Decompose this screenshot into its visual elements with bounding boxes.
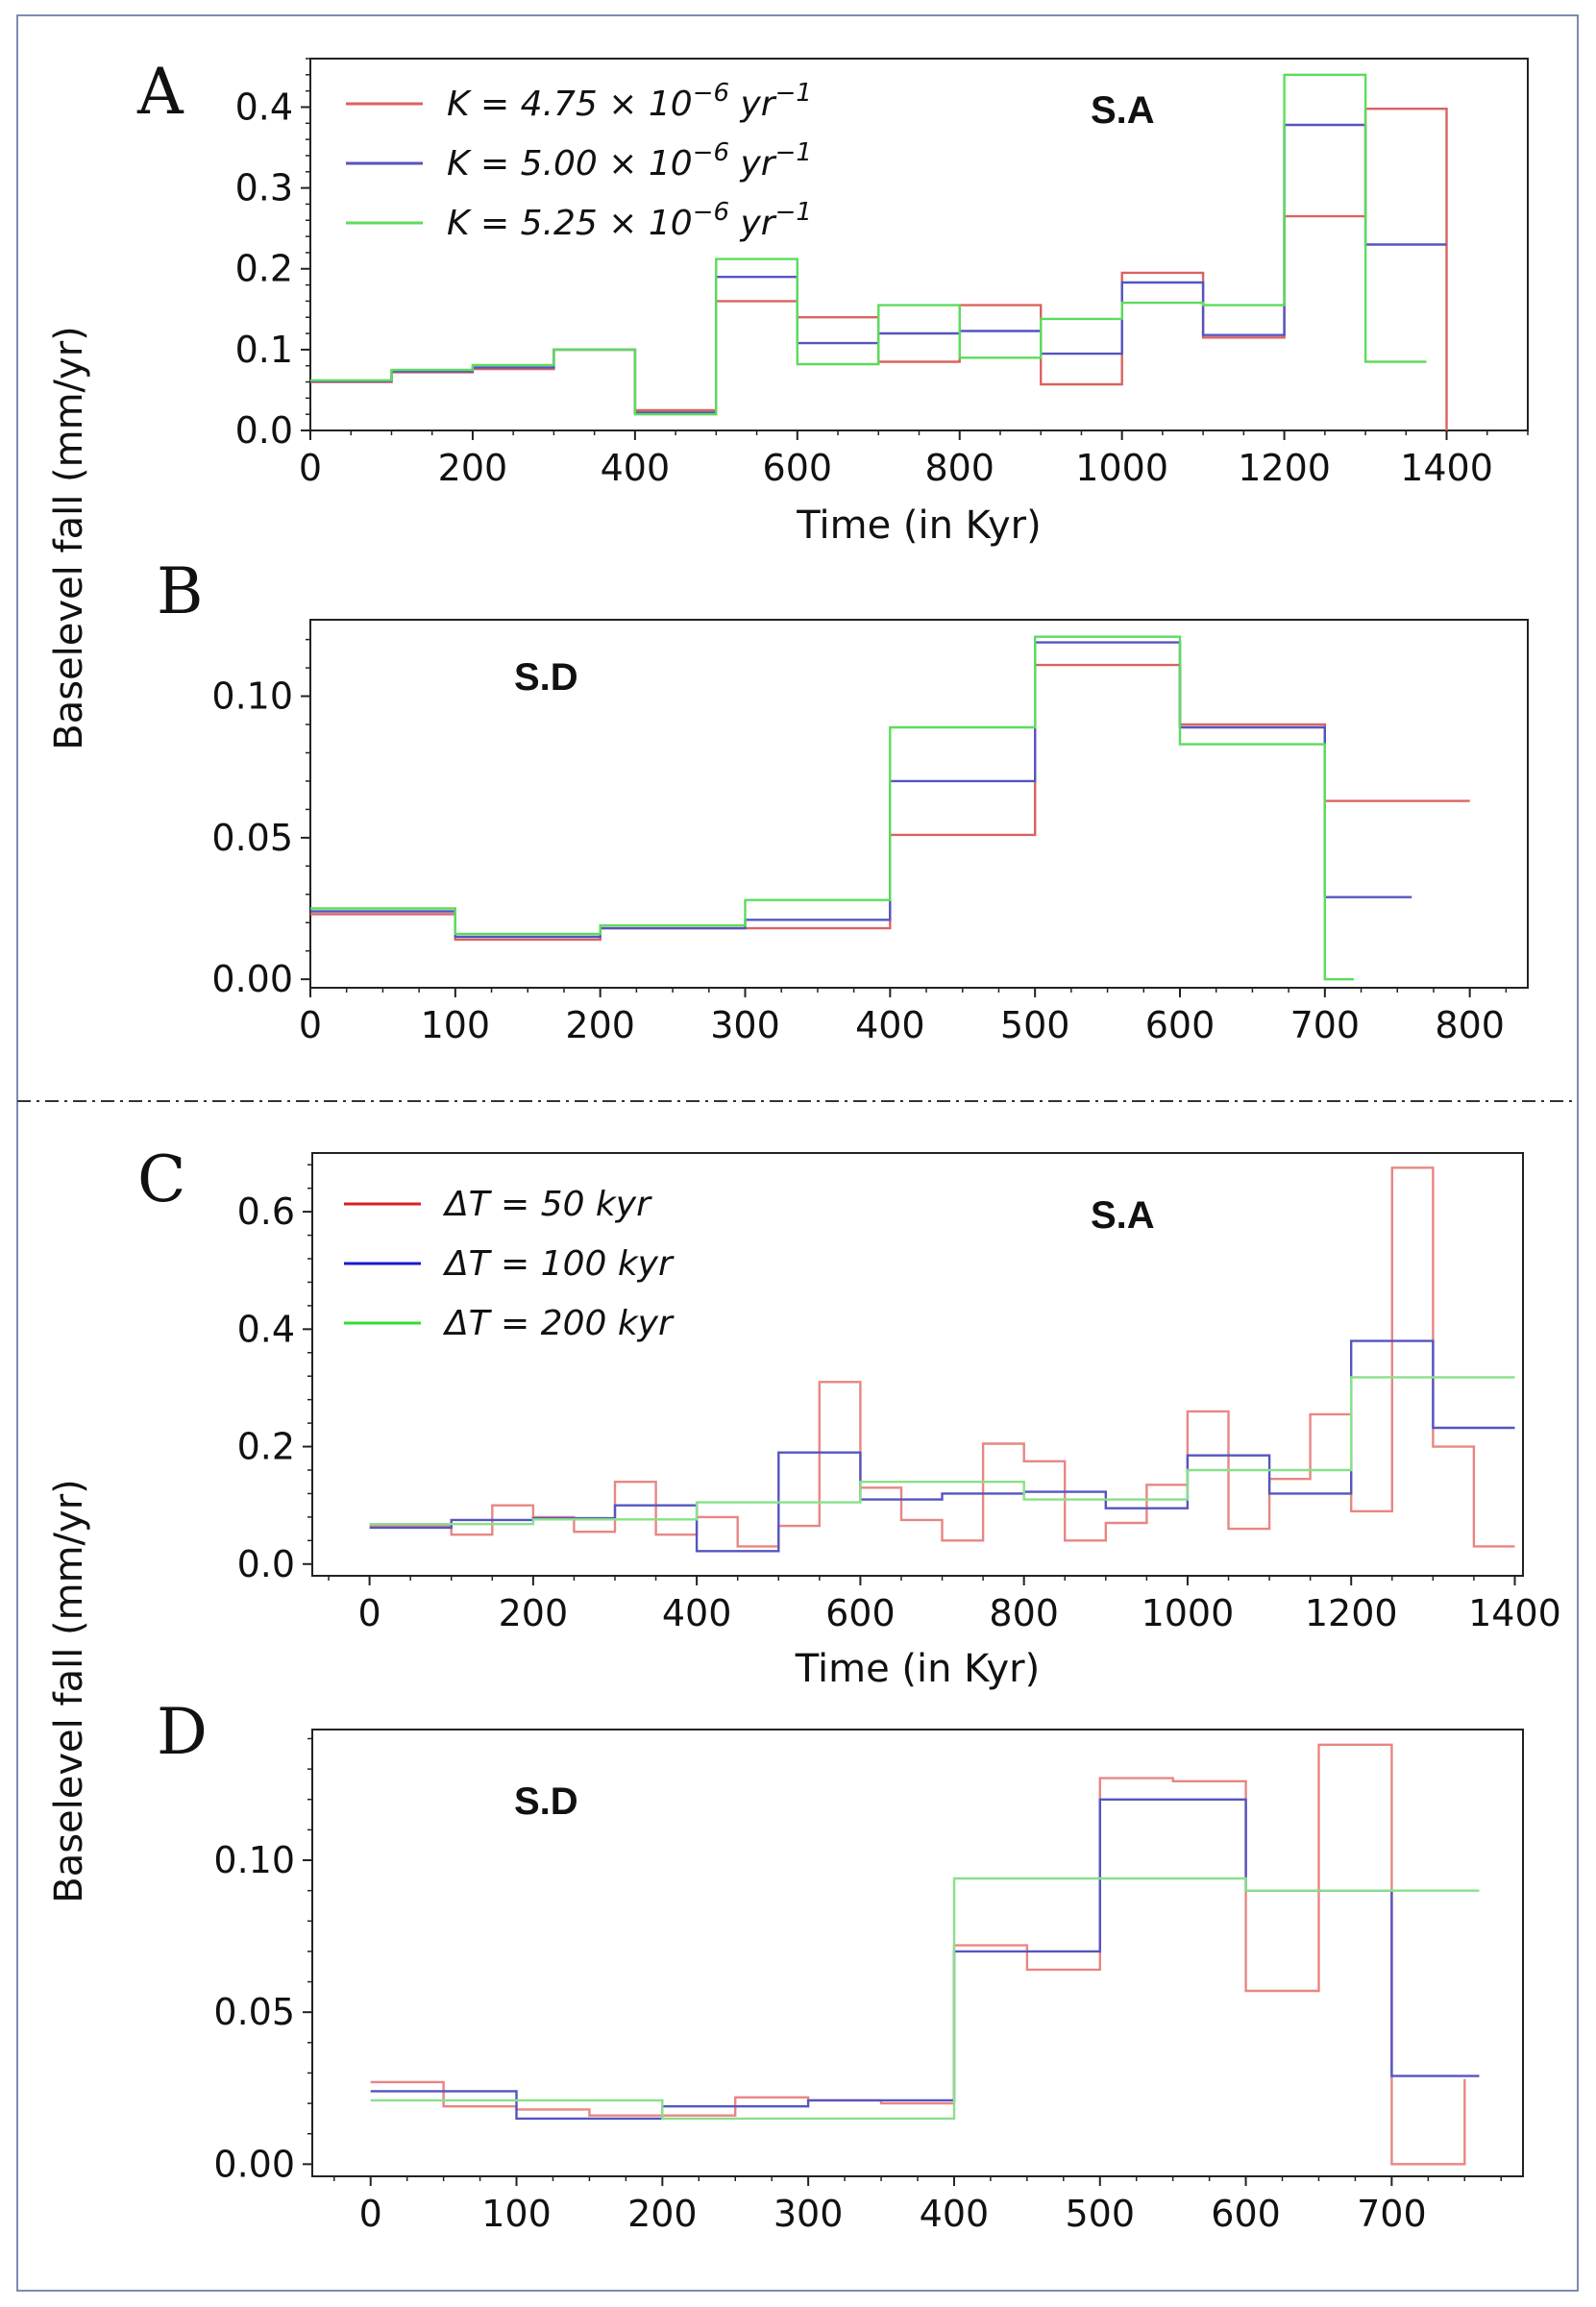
plot-area — [311, 1152, 1524, 1577]
figure-frame — [16, 14, 1579, 2292]
y-tick-label: 0.0 — [237, 1543, 295, 1585]
x-tick-label: 400 — [601, 447, 671, 489]
plot-area — [309, 619, 1529, 989]
y-tick-label: 0.05 — [213, 1991, 295, 2033]
y-tick-label: 0.00 — [213, 2143, 295, 2185]
legend-label-1: ΔT = 50 kyr — [442, 1185, 652, 1224]
panel-a: 0.0 0.1 0.2 0.3 0.4 0 200 400 600 800 1000 1200 1400… — [136, 55, 1529, 548]
x-tick-label: 200 — [438, 447, 508, 489]
x-tick-label: 1400 — [1400, 447, 1493, 489]
x-tick-label: 0 — [299, 447, 322, 489]
x-tick-label: 500 — [1065, 2193, 1135, 2235]
y-tick-label: 0.10 — [213, 1839, 295, 1881]
x-tick-label: 0 — [358, 1592, 381, 1634]
site-label: S.A — [1091, 1194, 1155, 1237]
panel-letter: B — [157, 554, 204, 628]
x-tick-label: 800 — [989, 1592, 1059, 1634]
x-axis-title: Time (in Kyr) — [796, 503, 1041, 548]
x-tick-label: 600 — [825, 1592, 896, 1634]
y-tick-label: 0.6 — [237, 1190, 295, 1233]
panel-letter: C — [137, 1142, 186, 1216]
x-tick-label: 1200 — [1238, 447, 1331, 489]
x-tick-label: 700 — [1290, 1004, 1361, 1046]
x-tick-label: 700 — [1357, 2193, 1427, 2235]
y-tick-label: 0.00 — [211, 958, 293, 1000]
panel-letter: A — [136, 55, 184, 129]
x-tick-label: 1000 — [1075, 447, 1168, 489]
ylabel-top: Baselevel fall (mm/yr) — [47, 326, 91, 750]
x-tick-label: 300 — [710, 1004, 780, 1046]
y-tick-label: 0.4 — [237, 1308, 295, 1350]
legend-label-1: K = 4.75 × 10−6 yr−1 — [447, 79, 812, 124]
y-tick-label: 0.3 — [235, 167, 293, 209]
series-line-3 — [369, 1376, 1515, 1526]
site-label: S.D — [514, 656, 578, 699]
panel-c: 0.0 0.2 0.4 0.6 0 200 400 600 800 1000 1200 1400 Tim… — [137, 1142, 1561, 1691]
x-tick-label: 200 — [627, 2193, 698, 2235]
site-label: S.D — [514, 1780, 578, 1823]
x-tick-label: 500 — [1000, 1004, 1070, 1046]
x-tick-label: 100 — [421, 1004, 491, 1046]
y-tick-label: 0.2 — [237, 1426, 295, 1468]
series-line-3 — [310, 73, 1427, 416]
series-line-2 — [369, 1339, 1515, 1553]
panel-letter: D — [157, 1695, 208, 1769]
series-line-1 — [369, 1166, 1515, 1548]
panel-d: 0.00 0.05 0.10 0 100 200 300 400 500 600 700 D S.D — [157, 1695, 1524, 2235]
x-tick-label: 300 — [773, 2193, 844, 2235]
legend-label-2: K = 5.00 × 10−6 yr−1 — [447, 138, 812, 184]
x-tick-label: 200 — [565, 1004, 635, 1046]
y-tick-label: 0.0 — [235, 409, 293, 452]
x-tick-label: 1400 — [1468, 1592, 1561, 1634]
series-line-3 — [370, 1877, 1480, 2121]
x-tick-label: 100 — [481, 2193, 552, 2235]
x-tick-label: 600 — [1211, 2193, 1281, 2235]
ylabel-bottom: Baselevel fall (mm/yr) — [47, 1479, 91, 1903]
x-tick-label: 800 — [924, 447, 994, 489]
series-line-3 — [310, 635, 1354, 981]
panel-b: 0.00 0.05 0.10 0 100 200 300 400 500 600 700 800 B S.… — [157, 554, 1529, 1046]
x-tick-label: 600 — [1145, 1004, 1215, 1046]
legend-label-3: K = 5.25 × 10−6 yr−1 — [447, 198, 812, 243]
x-tick-label: 1200 — [1305, 1592, 1398, 1634]
legend-label-2: ΔT = 100 kyr — [442, 1244, 675, 1284]
x-tick-label: 200 — [499, 1592, 569, 1634]
x-tick-label: 400 — [920, 2193, 990, 2235]
y-tick-label: 0.10 — [211, 675, 293, 718]
x-tick-label: 400 — [662, 1592, 732, 1634]
x-tick-label: 1000 — [1142, 1592, 1235, 1634]
x-tick-label: 600 — [763, 447, 833, 489]
x-tick-label: 0 — [359, 2193, 382, 2235]
y-tick-label: 0.2 — [235, 248, 293, 290]
x-tick-label: 400 — [855, 1004, 925, 1046]
x-tick-label: 0 — [299, 1004, 322, 1046]
x-tick-label: 800 — [1435, 1004, 1505, 1046]
site-label: S.A — [1091, 89, 1155, 132]
x-axis-title: Time (in Kyr) — [795, 1647, 1040, 1691]
y-tick-label: 0.1 — [235, 329, 293, 371]
y-tick-label: 0.4 — [235, 86, 293, 128]
y-tick-label: 0.05 — [211, 817, 293, 859]
legend-label-3: ΔT = 200 kyr — [442, 1304, 675, 1343]
